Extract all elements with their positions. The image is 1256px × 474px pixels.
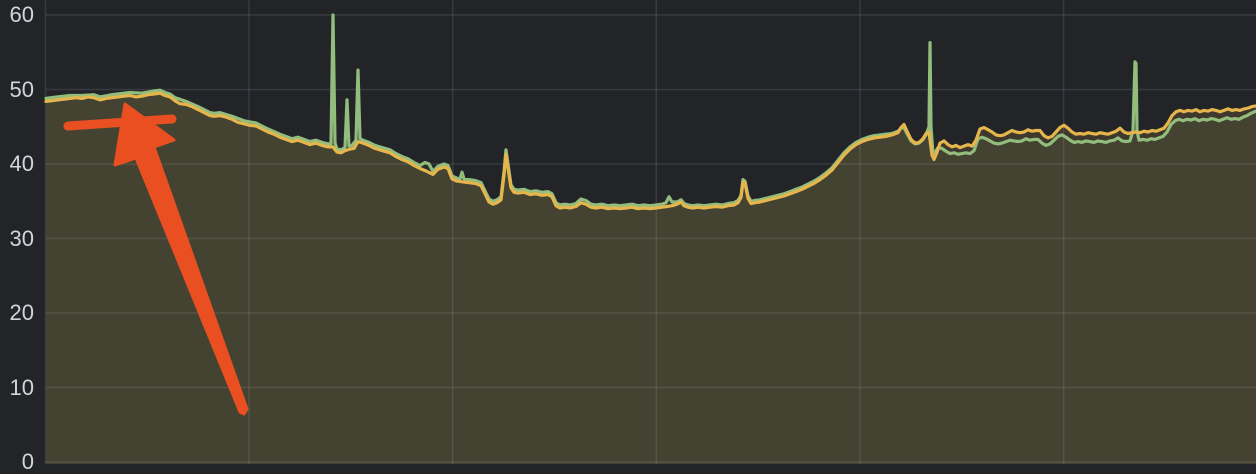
y-axis-label: 10: [0, 376, 34, 400]
y-axis-label: 0: [0, 450, 34, 474]
time-series-chart[interactable]: [0, 0, 1256, 464]
y-axis-label: 30: [0, 227, 34, 251]
y-axis-label: 60: [0, 3, 34, 27]
y-axis-label: 50: [0, 78, 34, 102]
series-yellow-fill: [46, 93, 1256, 464]
y-axis-label: 20: [0, 301, 34, 325]
series-fills: [46, 15, 1256, 464]
y-axis-label: 40: [0, 152, 34, 176]
